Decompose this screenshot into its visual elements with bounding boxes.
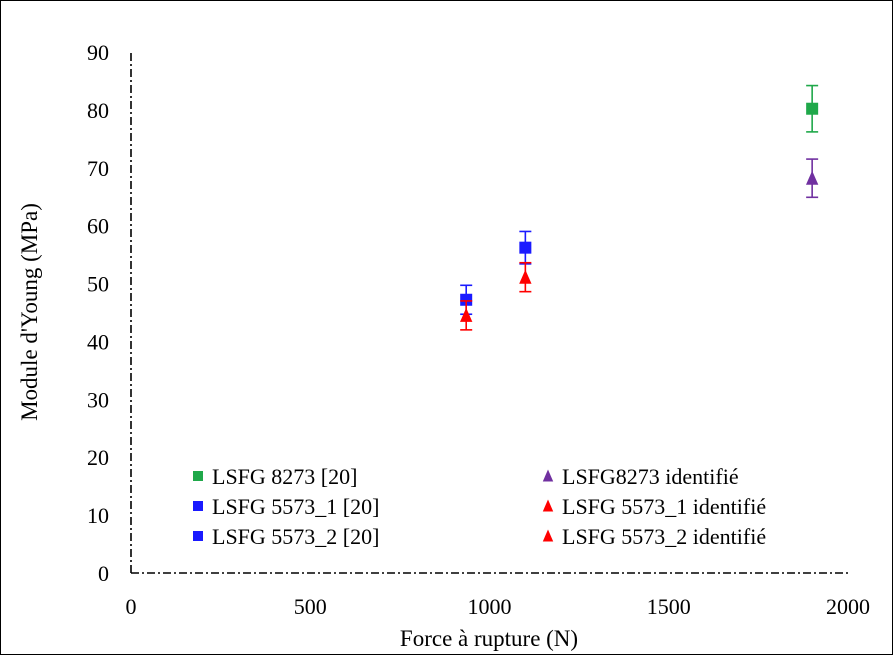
x-axis-title: Force à rupture (N) — [400, 626, 578, 651]
legend-label: LSFG 8273 [20] — [212, 464, 357, 489]
y-axis-title: Module d'Young (MPa) — [17, 203, 42, 421]
y-tick-label: 40 — [87, 329, 109, 354]
legend-marker — [542, 469, 554, 482]
axes — [130, 52, 848, 574]
data-point — [519, 241, 532, 254]
data-point — [460, 293, 473, 306]
legend-marker — [193, 501, 203, 511]
y-tick-label: 90 — [87, 40, 109, 65]
tick-labels: 0 10 20 30 40 50 60 70 80 90 0 500 1000 1500 2000 — [87, 40, 870, 619]
y-tick-label: 0 — [98, 561, 109, 586]
y-tick-label: 30 — [87, 387, 109, 412]
data-point — [519, 269, 532, 284]
x-tick-label: 1000 — [468, 594, 512, 619]
y-tick-label: 70 — [87, 156, 109, 181]
data-marks — [460, 84, 819, 331]
legend-label: LSFG 5573_1 identifié — [562, 494, 766, 519]
x-tick-label: 500 — [294, 594, 327, 619]
y-tick-label: 80 — [87, 98, 109, 123]
y-tick-label: 60 — [87, 214, 109, 239]
legend-marker — [542, 529, 554, 542]
y-tick-label: 20 — [87, 445, 109, 470]
x-tick-label: 1500 — [647, 594, 691, 619]
data-point — [460, 307, 473, 322]
legend-marker — [542, 499, 554, 512]
legend-label: LSFG 5573_1 [20] — [212, 494, 379, 519]
x-tick-label: 2000 — [826, 594, 870, 619]
legend-marker — [193, 531, 203, 541]
data-point — [805, 170, 819, 185]
y-tick-label: 10 — [87, 503, 109, 528]
legend-marker — [193, 471, 203, 481]
legend-label: LSFG 5573_2 [20] — [212, 524, 379, 549]
data-point — [806, 102, 819, 115]
legend: LSFG 8273 [20] LSFG 5573_1 [20] LSFG 5573_… — [193, 464, 766, 549]
legend-label: LSFG8273 identifié — [562, 464, 739, 489]
legend-label: LSFG 5573_2 identifié — [562, 524, 766, 549]
y-tick-label: 50 — [87, 272, 109, 297]
x-tick-label: 0 — [126, 594, 137, 619]
